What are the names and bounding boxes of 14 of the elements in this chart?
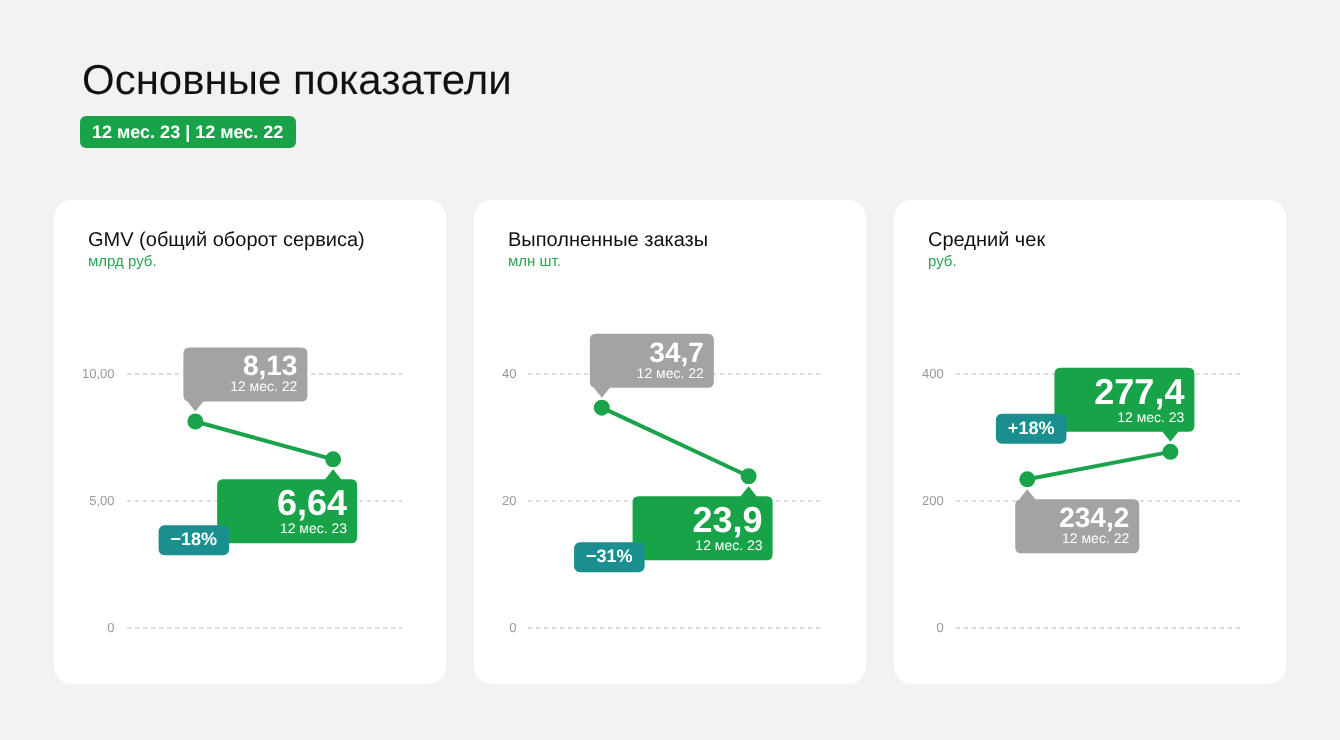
annotation: −18% — [170, 529, 218, 550]
data-label: 8,13 — [242, 349, 298, 382]
text: 12 мес. 23 | 12 мес. 22 — [80, 116, 296, 148]
chart-title: Выполненные заказы — [508, 230, 709, 252]
data-label: 34,7 — [649, 335, 705, 368]
text: Основные показатели — [82, 58, 512, 106]
chart-title: Средний чек — [928, 230, 1046, 252]
data-label: 234,2 — [1059, 501, 1130, 534]
annotation: −31% — [586, 546, 633, 567]
data-label: 277,4 — [1094, 371, 1185, 412]
chart-title: GMV (общий оборот сервиса) — [88, 230, 365, 252]
annotation: +18% — [1007, 417, 1055, 438]
data-label: 6,64 — [277, 483, 348, 524]
data-label: 23,9 — [692, 500, 763, 541]
